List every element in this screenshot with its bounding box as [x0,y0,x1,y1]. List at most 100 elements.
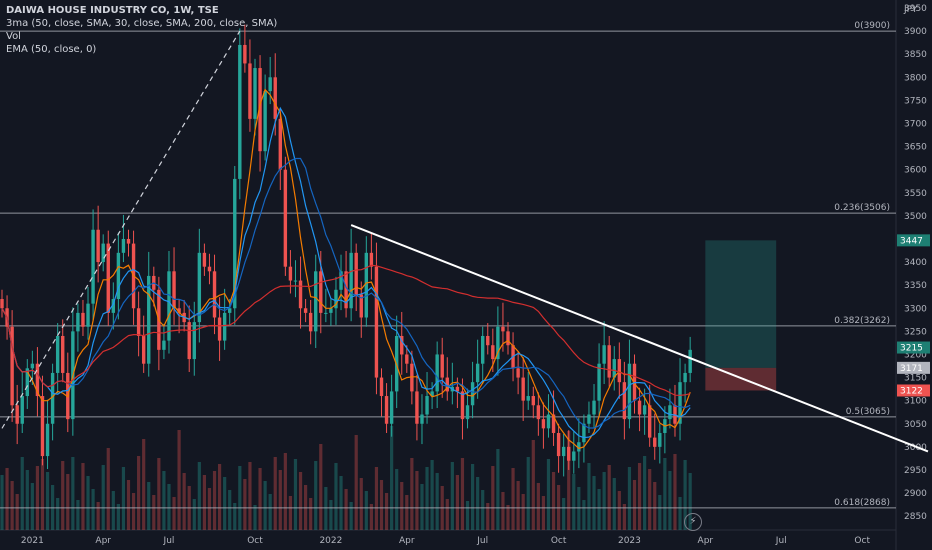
candle-body [572,451,576,461]
volume-bar [126,480,131,530]
y-tick-label: 3550 [904,189,927,199]
candle-body [622,382,627,420]
candle-body [364,252,369,318]
candle-body [324,312,328,314]
volume-bar [212,471,217,530]
volume-bar [0,475,4,530]
volume-bar [131,493,136,530]
volume-bar [531,440,535,530]
candle-body [303,308,308,313]
y-tick-label: 3100 [904,397,927,407]
candle-body [0,299,4,309]
candle-body [602,345,606,364]
candle-body [561,446,566,457]
candle-body [567,446,571,461]
volume-bar [344,489,348,530]
candle-body [121,238,126,253]
x-tick-label: 2021 [21,536,44,546]
y-tick-label: 3300 [904,304,927,314]
ma-fast-line [1,88,691,450]
candle-body [587,414,591,424]
currency-label: JPY [903,5,918,15]
legend-3ma: 3ma (50, close, SMA, 30, close, SMA, 200… [6,18,278,29]
x-tick-label: Apr [399,536,415,546]
candle-body [162,340,166,350]
candle-body [91,229,95,304]
volume-bar [627,467,632,530]
volume-bar [91,489,95,530]
candle-body [445,377,449,392]
volume-bar [116,504,120,530]
candle-body [491,345,495,360]
volume-bar [25,470,29,530]
candle-body [496,326,500,360]
candle-body [197,252,202,323]
volume-bar [101,465,105,530]
volume-bar [81,463,85,530]
y-tick-label: 2850 [904,512,927,522]
candle-body [460,391,465,420]
volume-bar [273,457,277,530]
lightning-icon[interactable]: ⚡ [684,513,702,531]
volume-bar [491,466,495,530]
volume-bar [121,467,126,530]
candle-body [308,312,313,332]
candle-body [683,372,687,383]
ma-slow-line [1,264,691,396]
volume-bar [592,476,596,530]
volume-bar [400,482,404,530]
volume-bar [481,490,485,530]
ema-line [1,157,691,429]
candle-body [263,91,267,152]
volume-bar [390,426,394,530]
candle-body [212,271,217,318]
trendline [350,224,929,453]
fib-level-label: 0.236(3506) [834,203,890,213]
volume-bar [228,490,232,530]
volume-bar [658,495,662,530]
candle-body [314,271,318,332]
candle-body [248,63,252,119]
ma-mid-line [1,106,691,439]
volume-bar [35,466,40,530]
volume-bar [359,478,363,530]
candle-body [486,335,490,346]
volume-bar [637,463,642,530]
volume-bar [86,476,90,530]
volume-bar [137,456,141,530]
symbol-title: DAIWA HOUSE INDUSTRY CO, 1W, TSE [6,5,219,16]
volume-bar [293,459,298,530]
volume-bar [20,457,24,530]
volume-bar [369,504,373,530]
candle-body [637,400,642,415]
legend-vol: Vol [6,31,21,42]
candle-body [86,303,90,327]
candle-body [359,294,363,318]
candle-body [217,317,222,341]
candle-body [501,326,505,332]
y-tick-label: 3900 [904,27,927,37]
fib-level-label: 0.618(2868) [834,498,890,508]
volume-bar [329,500,333,530]
y-tick-label: 2900 [904,489,927,499]
candle-body [167,271,171,341]
fib-level-label: 0(3900) [854,21,890,31]
volume-bar [349,502,353,530]
candle-body [50,372,55,424]
volume-bar [202,475,206,530]
x-tick-label: Apr [95,536,111,546]
candle-body [298,280,303,309]
candle-body [228,308,232,313]
candle-body [25,368,29,397]
volume-bar [263,481,267,530]
candle-body [177,308,181,313]
candle-body [111,299,116,313]
volume-bar [364,491,368,530]
y-tick-label: 3350 [904,281,927,291]
price-tag [897,384,930,397]
volume-bar [445,499,449,530]
candle-body [61,335,65,373]
volume-bar [683,460,687,530]
